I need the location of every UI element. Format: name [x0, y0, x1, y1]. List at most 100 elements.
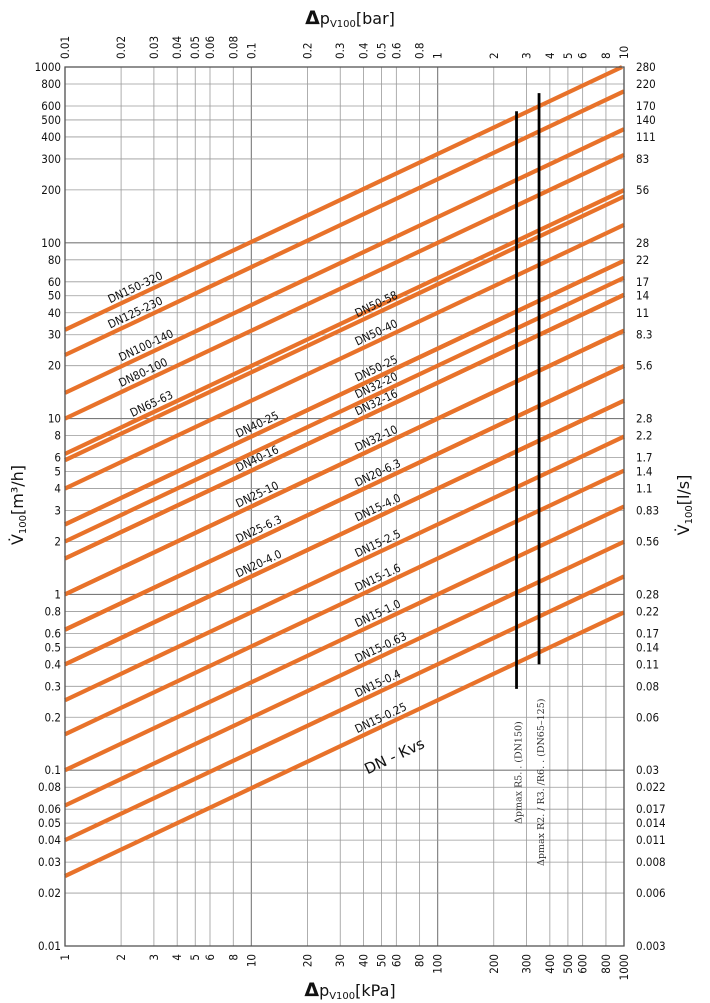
- top-tick-label: 0.01: [58, 36, 72, 59]
- left-tick-label: 0.04: [38, 833, 61, 847]
- left-tick-label: 1000: [35, 60, 61, 74]
- right-tick-label: 28: [636, 236, 649, 250]
- right-tick-label: 0.011: [636, 833, 666, 847]
- right-tick-label: 170: [636, 99, 656, 113]
- series-line-dn25-10: [64, 328, 625, 597]
- left-tick-label: 0.3: [45, 679, 61, 693]
- bottom-tick-label: 400: [543, 954, 557, 974]
- right-tick-label: 0.006: [636, 886, 666, 900]
- limit-line-label: Δpmax R5. . (DN150): [514, 721, 525, 824]
- left-tick-label: 2: [54, 534, 61, 548]
- left-tick-label: 8: [54, 429, 61, 443]
- right-tick-label: 83: [636, 152, 649, 166]
- left-tick-label: 0.01: [38, 939, 61, 953]
- series-line-dn150-320: [64, 65, 623, 332]
- right-tick-label: 11: [636, 306, 649, 320]
- right-tick-label: 0.06: [636, 710, 659, 724]
- left-tick-label: 800: [41, 77, 61, 91]
- bottom-tick-label: 1: [58, 954, 72, 961]
- left-tick-label: 50: [48, 289, 61, 303]
- left-tick-label: 0.8: [45, 604, 61, 618]
- right-tick-label: 17: [636, 275, 649, 289]
- right-tick-label: 5.6: [636, 359, 652, 373]
- series-line-dn15-1.0: [64, 504, 625, 773]
- right-tick-label: 140: [636, 113, 656, 127]
- top-tick-label: 4: [543, 52, 557, 59]
- left-tick-label: 0.03: [38, 855, 61, 869]
- tick-labels: 1 2 3 4 5 6 8 10 20 30 40 50 60 80 100 200 300 400 500 600 8…: [35, 36, 666, 980]
- right-tick-label: 0.22: [636, 604, 659, 618]
- series-line-dn125-230: [64, 89, 625, 357]
- left-tick-label: 0.6: [45, 626, 61, 640]
- top-tick-label: 0.1: [244, 43, 258, 59]
- series-line-dn50-58: [64, 194, 625, 463]
- left-tick-label: 500: [41, 113, 61, 127]
- right-tick-label: 56: [636, 183, 649, 197]
- bottom-tick-label: 100: [431, 954, 445, 974]
- left-tick-label: 0.4: [45, 657, 61, 671]
- top-tick-label: 0.06: [203, 36, 217, 59]
- series-line-dn20-4.0: [64, 398, 625, 667]
- bottom-tick-label: 10: [244, 954, 258, 967]
- left-tick-label: 100: [41, 236, 61, 250]
- bottom-tick-label: 80: [413, 954, 427, 967]
- top-tick-label: 3: [520, 52, 534, 59]
- bottom-tick-label: 30: [333, 954, 347, 967]
- bottom-tick-label: 2: [114, 954, 128, 961]
- left-tick-label: 3: [54, 504, 61, 518]
- left-tick-label: 0.5: [45, 640, 61, 654]
- series-line-dn15-0.25: [64, 610, 625, 878]
- left-tick-label: 30: [48, 328, 61, 342]
- right-tick-label: 1.4: [636, 465, 652, 479]
- right-tick-label: 0.003: [636, 939, 666, 953]
- bottom-tick-label: 300: [520, 954, 534, 974]
- top-tick-label: 0.08: [226, 36, 240, 59]
- bottom-axis-title: ΔpV100[kPa]: [304, 979, 395, 1002]
- bottom-tick-label: 4: [170, 954, 184, 961]
- bottom-tick-label: 60: [389, 954, 403, 967]
- right-tick-label: 111: [636, 130, 656, 144]
- right-tick-label: 0.28: [636, 587, 659, 601]
- right-tick-label: 1.7: [636, 451, 652, 465]
- right-tick-label: 0.03: [636, 763, 659, 777]
- left-tick-label: 0.05: [38, 816, 61, 830]
- plot-frame: [64, 66, 625, 947]
- top-tick-label: 5: [561, 52, 575, 59]
- limit-line-label: Δpmax R2. / R3. /R6. . (DN65–125): [536, 699, 547, 866]
- series-line-dn25-6.3: [64, 364, 625, 632]
- right-tick-label: 280: [636, 60, 656, 74]
- bottom-tick-label: 40: [357, 954, 371, 967]
- bottom-tick-label: 1000: [617, 954, 631, 980]
- right-tick-label: 220: [636, 77, 656, 91]
- series-line-dn32-20: [64, 275, 625, 544]
- left-tick-label: 1: [54, 587, 61, 601]
- top-tick-label: 8: [599, 52, 613, 59]
- left-tick-label: 400: [41, 130, 61, 144]
- top-tick-label: 0.02: [114, 36, 128, 59]
- bottom-tick-label: 6: [203, 954, 217, 961]
- left-axis-title: V̇100[m³/h]: [8, 465, 29, 545]
- right-tick-label: 8.3: [636, 328, 652, 342]
- series-line-dn80-100: [64, 153, 625, 421]
- series-line-dn15-0.63: [64, 539, 625, 808]
- bottom-tick-label: 800: [599, 954, 613, 974]
- top-tick-label: 0.04: [170, 36, 184, 59]
- bottom-tick-label: 200: [487, 954, 501, 974]
- top-axis-title: ΔpV100[bar]: [305, 7, 395, 30]
- left-tick-label: 20: [48, 359, 61, 373]
- right-tick-label: 0.017: [636, 802, 666, 816]
- bottom-tick-label: 50: [375, 954, 389, 967]
- legend-label: DN - Kvs: [361, 734, 427, 778]
- top-tick-label: 1: [431, 52, 445, 59]
- top-tick-label: 0.4: [357, 43, 371, 59]
- right-tick-label: 0.14: [636, 640, 659, 654]
- right-tick-label: 0.11: [636, 657, 659, 671]
- top-tick-label: 0.05: [188, 36, 202, 59]
- series-line-dn50-40: [64, 222, 625, 491]
- series-line-dn65-63: [64, 188, 625, 456]
- top-tick-label: 10: [617, 46, 631, 59]
- right-tick-label: 0.08: [636, 679, 659, 693]
- limit-lines: Δpmax R5. . (DN150) Δpmax R2. / R3. /R6. …: [514, 93, 547, 866]
- series-line-dn15-1.6: [64, 468, 625, 737]
- left-tick-label: 0.1: [45, 763, 61, 777]
